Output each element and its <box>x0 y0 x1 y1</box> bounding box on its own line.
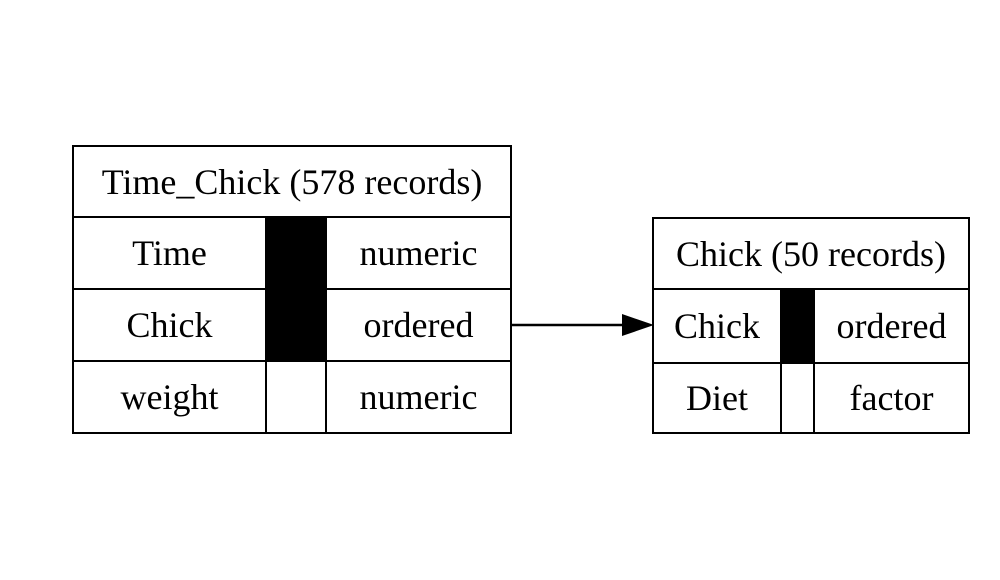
field-name-chick-pk: Chick <box>652 288 782 364</box>
field-name-chick-fk: Chick <box>72 288 267 362</box>
field-type-chick-fk: ordered <box>324 288 513 362</box>
non-key-indicator <box>780 362 815 434</box>
relationship-arrow <box>510 314 654 336</box>
entity-table-time-chick: Time_Chick (578 records) Time numeric Ch… <box>71 145 513 434</box>
arrowhead-icon <box>622 314 654 336</box>
field-name-diet: Diet <box>652 362 782 434</box>
field-type-chick-pk: ordered <box>813 288 970 364</box>
entity-title-time-chick: Time_Chick (578 records) <box>71 145 513 218</box>
entity-table-chick: Chick (50 records) Chick ordered Diet fa… <box>652 217 970 434</box>
field-name-weight: weight <box>72 360 267 434</box>
field-type-diet: factor <box>813 362 970 434</box>
primary-key-indicator <box>265 216 327 362</box>
entity-title-chick: Chick (50 records) <box>652 217 970 290</box>
non-key-indicator <box>265 360 327 434</box>
primary-key-indicator <box>780 288 815 364</box>
field-type-weight: numeric <box>324 360 513 434</box>
field-type-time: numeric <box>324 216 513 290</box>
field-name-time: Time <box>72 216 267 290</box>
